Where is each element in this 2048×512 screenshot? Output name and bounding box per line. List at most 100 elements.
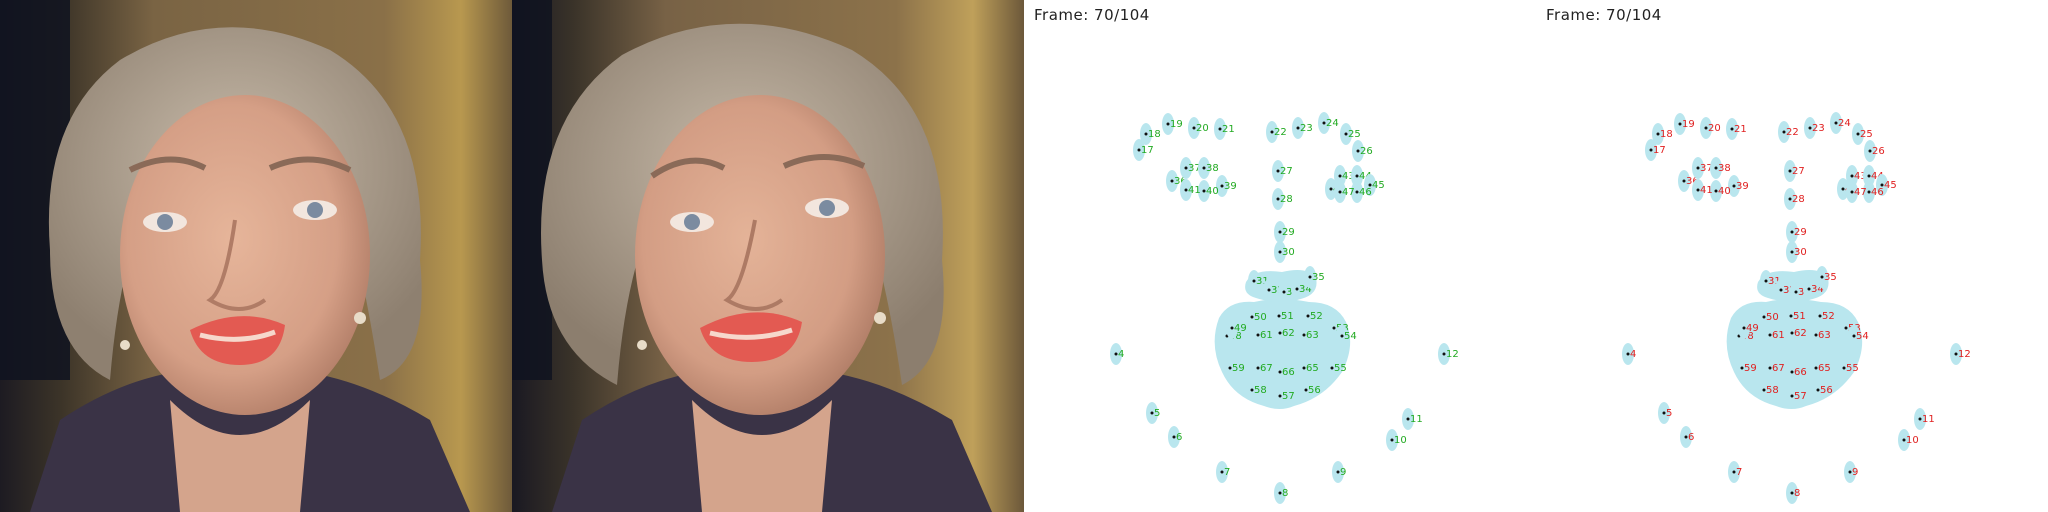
red-landmark-11: 11 [1914,408,1935,430]
green-landmark-49: 49 [1226,317,1247,339]
green-landmark-label: 34 [1299,284,1312,295]
red-landmark-label: 46 [1871,187,1884,198]
hair [541,23,944,386]
green-landmark-label: 67 [1260,363,1273,374]
green-landmark-label: 36 [1174,176,1187,187]
red-landmark-dot [1867,174,1871,178]
red-landmark-dot [1841,187,1845,191]
red-landmark-45: 45 [1876,174,1897,196]
green-landmark-20: 20 [1188,117,1209,139]
green-landmark-32: 32 [1263,279,1284,301]
green-landmark-dot [1278,370,1282,374]
red-landmark-label: 41 [1700,185,1713,196]
green-landmark-dot [1184,188,1188,192]
green-landmark-dot [1256,366,1260,370]
green-landmark-dot [1295,287,1299,291]
red-landmark-dot [1682,179,1686,183]
red-landmark-28: 28 [1784,188,1805,210]
red-landmark-dot [1814,333,1818,337]
green-landmark-54: 54 [1336,325,1357,347]
red-landmark-dot [1762,315,1766,319]
green-landmark-44: 44 [1351,165,1372,187]
red-landmark-label: 51 [1793,311,1806,322]
red-landmark-dot [1790,331,1794,335]
red-landmark-dot [1789,314,1793,318]
red-landmark-9: 9 [1844,461,1858,483]
red-landmark-label: 23 [1812,123,1825,134]
red-landmark-dot [1768,366,1772,370]
red-landmark-dot [1867,190,1871,194]
red-landmark-label: 57 [1794,391,1807,402]
green-landmark-4: 4 [1110,343,1124,365]
green-landmark-dot [1302,333,1306,337]
green-landmark-11: 11 [1402,408,1423,430]
red-landmark-dot [1852,334,1856,338]
green-landmark-dot [1276,169,1280,173]
red-landmark-32: 32 [1775,279,1796,301]
green-landmark-dot [1166,122,1170,126]
green-landmark-58: 58 [1246,379,1267,401]
red-landmark-dot [1814,366,1818,370]
red-landmark-18: 18 [1652,123,1673,145]
red-landmark-dot [1782,130,1786,134]
green-landmark-label: 63 [1306,330,1319,341]
green-landmark-label: 17 [1141,145,1154,156]
green-landmark-dot [1250,315,1254,319]
red-landmark-label: 56 [1820,385,1833,396]
red-landmark-label: 40 [1718,186,1731,197]
green-landmark-label: 51 [1281,311,1294,322]
green-landmark-dot [1278,331,1282,335]
green-landmark-47: 47 [1334,181,1355,203]
red-landmark-label: 61 [1772,330,1785,341]
green-landmark-63: 63 [1298,324,1319,346]
red-landmark-dot [1880,183,1884,187]
green-landmark-label: 61 [1260,330,1273,341]
green-landmark-label: 37 [1188,163,1201,174]
red-landmark-label: 49 [1746,323,1759,334]
red-landmark-dot [1790,491,1794,495]
green-landmark-dot [1329,187,1333,191]
red-landmark-label: 19 [1682,119,1695,130]
green-landmark-37: 37 [1180,157,1201,179]
green-landmark-dot [1270,130,1274,134]
green-landmark-dot [1308,275,1312,279]
red-landmark-7: 7 [1728,461,1742,483]
red-landmark-24: 24 [1830,112,1851,134]
green-landmark-dot [1184,166,1188,170]
green-landmark-dot [1390,438,1394,442]
red-landmark-dot [1788,197,1792,201]
red-landmark-label: 32 [1783,285,1796,296]
red-landmark-dot [1714,166,1718,170]
face [120,95,370,415]
green-landmark-dot [1192,126,1196,130]
red-landmark-43: 43 [1846,165,1867,187]
green-landmark-label: 52 [1310,311,1323,322]
green-landmark-dot [1344,132,1348,136]
green-landmark-62: 62 [1274,322,1295,344]
red-landmark-4: 4 [1622,343,1636,365]
red-landmark-label: 18 [1660,129,1673,140]
red-landmark-5: 5 [1658,402,1672,424]
red-landmark-label: 67 [1772,363,1785,374]
red-landmark-dot [1842,366,1846,370]
green-landmark-dot [1114,352,1118,356]
red-landmark-dot [1856,132,1860,136]
green-landmark-label: 27 [1280,166,1293,177]
green-landmark-39: 39 [1216,175,1237,197]
red-landmark-6: 6 [1680,426,1694,448]
green-landmark-label: 57 [1282,391,1295,402]
red-landmark-label: 58 [1766,385,1779,396]
green-landmark-label: 21 [1222,124,1235,135]
red-landmark-label: 30 [1794,247,1807,258]
red-landmark-67: 67 [1764,357,1785,379]
green-landmark-8: 8 [1274,482,1288,504]
red-landmark-label: 17 [1653,145,1666,156]
red-landmark-dot [1790,250,1794,254]
red-landmark-dot [1807,287,1811,291]
red-landmark-dot [1954,352,1958,356]
green-landmark-50: 50 [1246,306,1267,328]
green-landmark-label: 19 [1170,119,1183,130]
green-landmark-7: 7 [1216,461,1230,483]
red-landmark-29: 29 [1786,221,1807,243]
